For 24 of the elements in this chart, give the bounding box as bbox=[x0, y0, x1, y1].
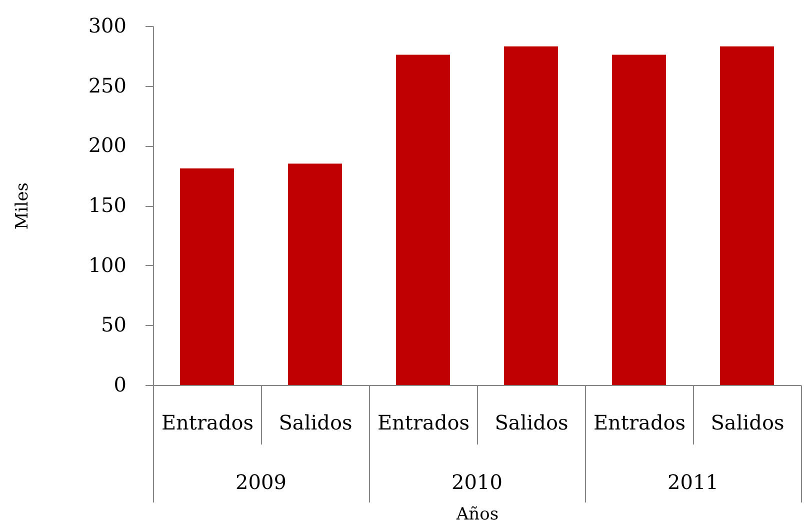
bar bbox=[504, 46, 558, 385]
y-tick-label: 50 bbox=[101, 312, 126, 337]
x-tick-label: Entrados bbox=[593, 410, 686, 434]
bar bbox=[180, 168, 234, 385]
y-tick-label: 300 bbox=[88, 14, 126, 38]
text: 2009 bbox=[236, 470, 286, 494]
y-tick-label: 100 bbox=[88, 252, 126, 277]
text: 2011 bbox=[668, 470, 718, 494]
x-tick-label: Entrados bbox=[377, 410, 470, 434]
x-tick-label: Entrados bbox=[161, 410, 254, 434]
bar bbox=[612, 54, 666, 385]
bar bbox=[720, 46, 774, 385]
y-tick-label: 250 bbox=[88, 73, 126, 98]
text: 2010 bbox=[452, 470, 502, 494]
y-tick-label: 200 bbox=[88, 133, 126, 158]
x-tick-label: Salidos bbox=[494, 410, 568, 434]
x-tick-label: Salidos bbox=[710, 410, 784, 434]
y-axis-title: Miles bbox=[12, 182, 32, 230]
x-axis-title: Años bbox=[455, 504, 499, 523]
y-tick-label: 0 bbox=[114, 372, 126, 396]
bar bbox=[288, 164, 342, 385]
y-tick-label: 150 bbox=[88, 193, 126, 217]
x-tick-label: Salidos bbox=[278, 410, 352, 434]
bar bbox=[396, 54, 450, 385]
